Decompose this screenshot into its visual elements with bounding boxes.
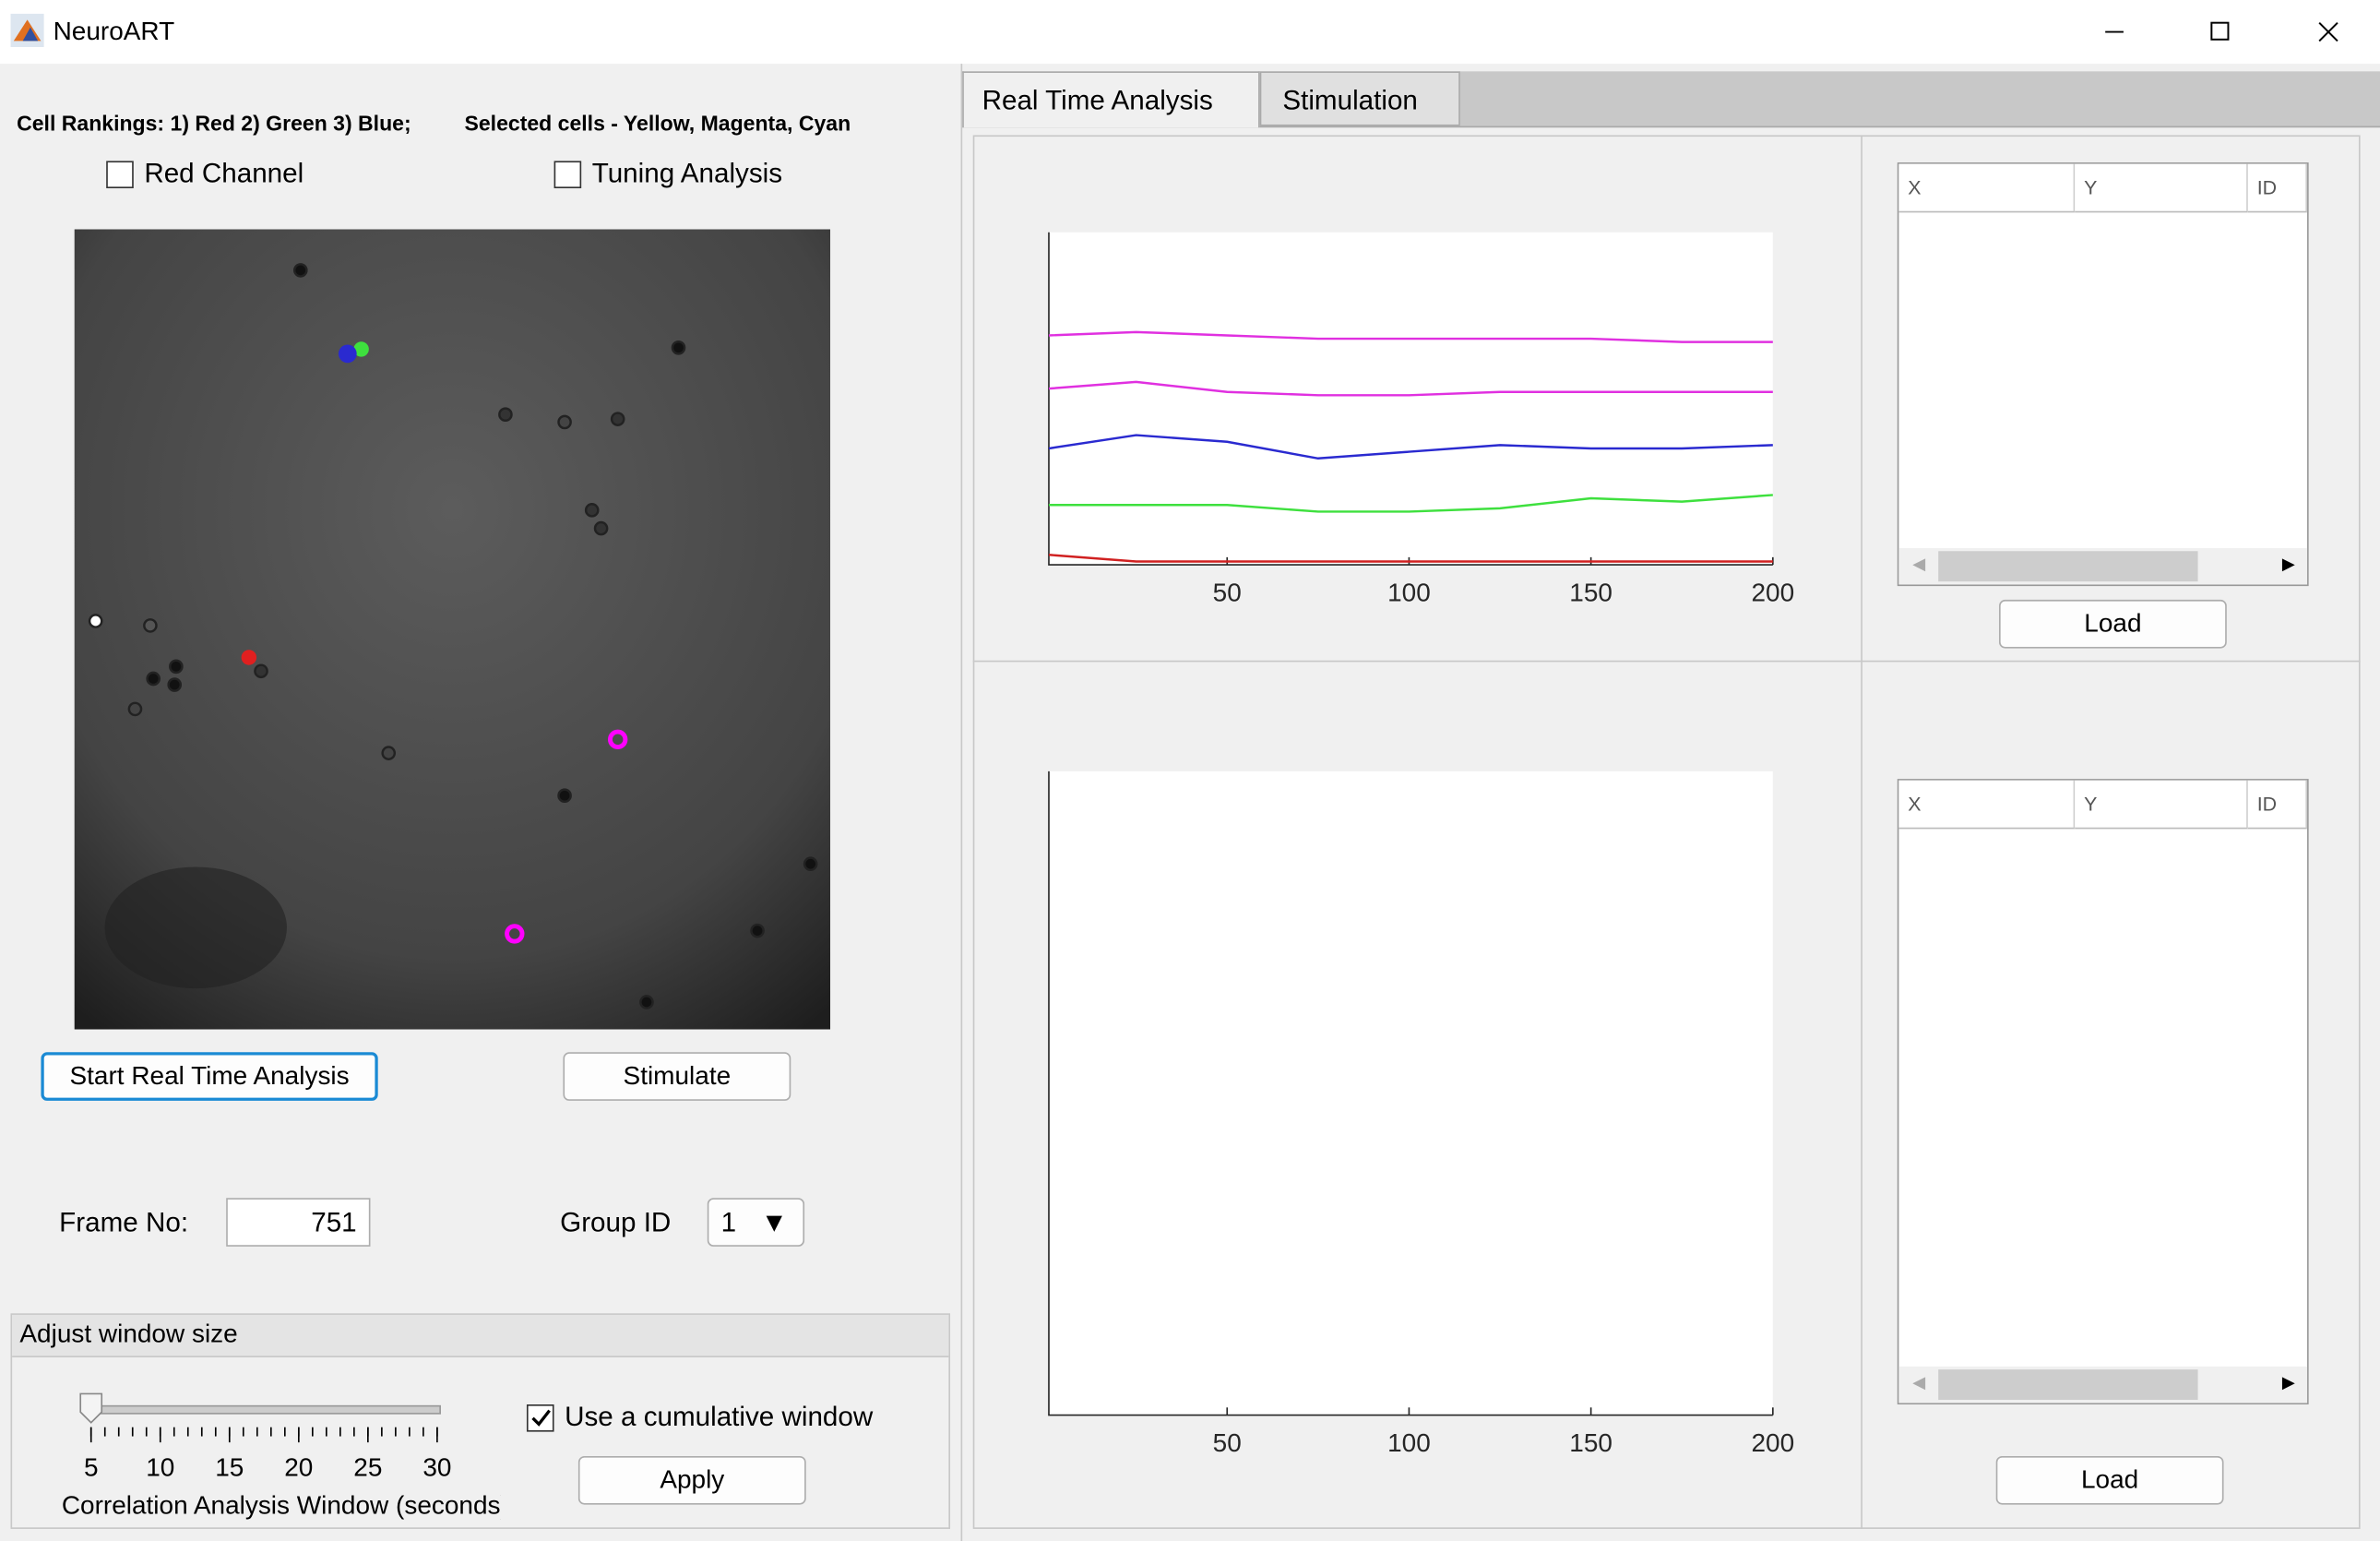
table[interactable]: X Y ID ◀ ▶ xyxy=(1897,779,2309,1405)
plot-area xyxy=(1048,232,1773,566)
tab[interactable]: Real Time Analysis xyxy=(962,71,1260,128)
scrollbar[interactable]: ◀ ▶ xyxy=(1898,1366,2308,1404)
tab-content xyxy=(972,135,2361,1529)
x-tick-label: 100 xyxy=(1387,579,1431,607)
column-header[interactable]: Y xyxy=(2075,780,2248,830)
frame-label: Frame No: xyxy=(59,1207,189,1238)
slider-tick-label: 20 xyxy=(284,1452,313,1481)
column-header[interactable]: ID xyxy=(2247,780,2308,830)
trace xyxy=(1048,554,1773,563)
load-button[interactable]: Load xyxy=(1999,599,2227,649)
table[interactable]: X Y ID ◀ ▶ xyxy=(1897,162,2309,587)
group-label: Group ID xyxy=(560,1207,672,1238)
app-icon xyxy=(10,13,44,48)
apply-button[interactable]: Apply xyxy=(577,1455,806,1505)
checkbox-label[interactable]: Use a cumulative window xyxy=(565,1401,874,1432)
checkbox-label[interactable]: Red Channel xyxy=(144,158,304,189)
window-controls[interactable] xyxy=(2079,0,2380,64)
slider-tick-label: 15 xyxy=(215,1452,244,1481)
column-header[interactable]: ID xyxy=(2247,163,2308,213)
axis xyxy=(1048,770,1773,1416)
axis xyxy=(1048,232,1773,566)
window-panel xyxy=(10,1313,951,1529)
tab[interactable]: Stimulation xyxy=(1259,71,1460,126)
column-header[interactable]: Y xyxy=(2075,163,2248,213)
rankings-text: Cell Rankings: 1) Red 2) Green 3) Blue; xyxy=(17,111,411,136)
x-tick-label: 150 xyxy=(1569,579,1612,607)
trace xyxy=(1048,434,1773,460)
title-bar xyxy=(0,0,2380,65)
divider xyxy=(960,64,963,1541)
group-dropdown[interactable]: 1 ▼ xyxy=(707,1198,805,1247)
column-header[interactable]: X xyxy=(1898,163,2076,213)
checkbox-label[interactable]: Tuning Analysis xyxy=(591,158,783,189)
plot-area xyxy=(1048,770,1773,1416)
column-header[interactable]: X xyxy=(1898,780,2076,830)
slider-thumb xyxy=(79,1392,103,1424)
x-tick-label: 200 xyxy=(1752,1428,1795,1457)
x-tick-label: 50 xyxy=(1213,1428,1242,1457)
x-tick-label: 100 xyxy=(1387,1428,1431,1457)
checkbox[interactable] xyxy=(106,161,134,189)
stimulate-button[interactable]: Stimulate xyxy=(563,1052,791,1101)
panel-title: Adjust window size xyxy=(19,1319,238,1349)
load-button[interactable]: Load xyxy=(1995,1455,2224,1505)
checkbox[interactable] xyxy=(553,161,582,189)
scrollbar[interactable]: ◀ ▶ xyxy=(1898,547,2308,585)
x-tick-label: 150 xyxy=(1569,1428,1612,1457)
slider-tick-label: 25 xyxy=(353,1452,382,1481)
slider-tick-label: 10 xyxy=(146,1452,174,1481)
frame-field[interactable]: 751 xyxy=(226,1198,371,1247)
slider-label: Correlation Analysis Window (seconds) xyxy=(62,1490,501,1519)
slider-tick-label: 30 xyxy=(422,1452,451,1481)
slider[interactable]: 5 10 15 20 25 30 Correlation Analysis Window (… xyxy=(0,1381,501,1525)
group-value[interactable]: 1 xyxy=(720,1207,737,1238)
trace xyxy=(1048,494,1773,513)
window-title: NeuroART xyxy=(53,17,175,46)
microscope-image xyxy=(74,229,831,1030)
slider-tick-label: 5 xyxy=(84,1452,99,1481)
x-tick-label: 200 xyxy=(1752,579,1795,607)
start-button[interactable]: Start Real Time Analysis xyxy=(41,1052,378,1101)
check-mark xyxy=(531,1409,551,1427)
checkbox[interactable] xyxy=(526,1404,554,1432)
divider xyxy=(972,660,2361,663)
divider xyxy=(1861,135,1862,1529)
trace xyxy=(1048,380,1773,397)
selected-text: Selected cells - Yellow, Magenta, Cyan xyxy=(464,111,851,136)
trace xyxy=(1048,330,1773,343)
x-tick-label: 50 xyxy=(1213,579,1242,607)
